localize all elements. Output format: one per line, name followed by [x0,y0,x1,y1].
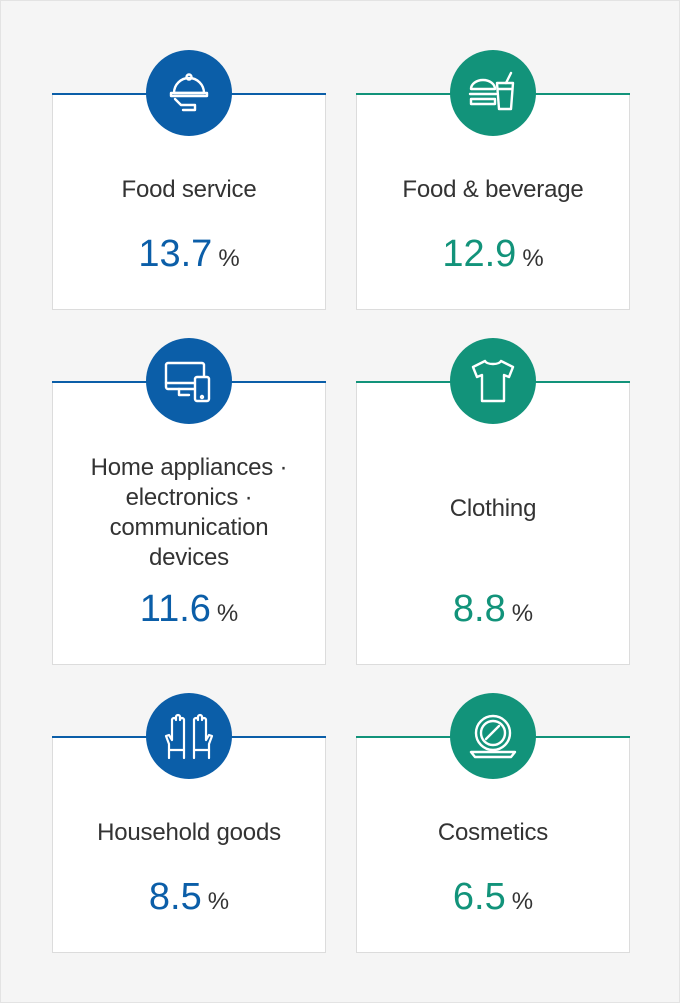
label-line: communication [109,514,269,541]
value-unit: % [522,245,544,272]
category-card-food-beverage: Food & beverage 12.9% [356,50,630,310]
value-number: 11.6 [139,588,211,630]
value-unit: % [207,888,230,915]
value-number: 8.8 [452,588,506,630]
category-value: 8.5% [53,876,325,919]
category-label: Food & beverage [402,176,584,203]
category-card-clothing: Clothing 8.8% [356,338,630,665]
category-card-household-goods: Household goods 8.5% [52,693,326,953]
category-card-home-appliances: Home appliances · electronics · communic… [52,338,326,665]
category-value: 12.9% [357,233,629,276]
category-label: Household goods [97,819,281,846]
category-card-food-service: Food service 13.7% [52,50,326,310]
category-label: Food service [121,176,257,203]
category-value: 11.6% [53,588,325,631]
label-line: devices [149,544,229,571]
label-line: Home appliances · [90,454,288,481]
value-number: 6.5 [452,876,506,918]
label-line: electronics · [125,484,253,511]
value-number: 12.9 [442,233,517,275]
category-label: Cosmetics [437,819,549,846]
food-cloche-icon [146,50,232,136]
value-unit: % [216,600,239,627]
category-value: 6.5% [357,876,629,919]
category-card-cosmetics: Cosmetics 6.5% [356,693,630,953]
compact-mirror-icon [450,693,536,779]
computer-phone-icon [146,338,232,424]
value-unit: % [511,888,534,915]
value-number: 13.7 [138,233,213,275]
value-unit: % [218,245,240,272]
gloves-icon [146,693,232,779]
category-label: Clothing [449,495,537,522]
category-label: Home appliances · electronics · communic… [63,453,315,573]
category-value: 8.8% [357,588,629,631]
value-number: 8.5 [148,876,202,918]
tshirt-icon [450,338,536,424]
category-value: 13.7% [53,233,325,276]
burger-drink-icon [450,50,536,136]
value-unit: % [511,600,534,627]
